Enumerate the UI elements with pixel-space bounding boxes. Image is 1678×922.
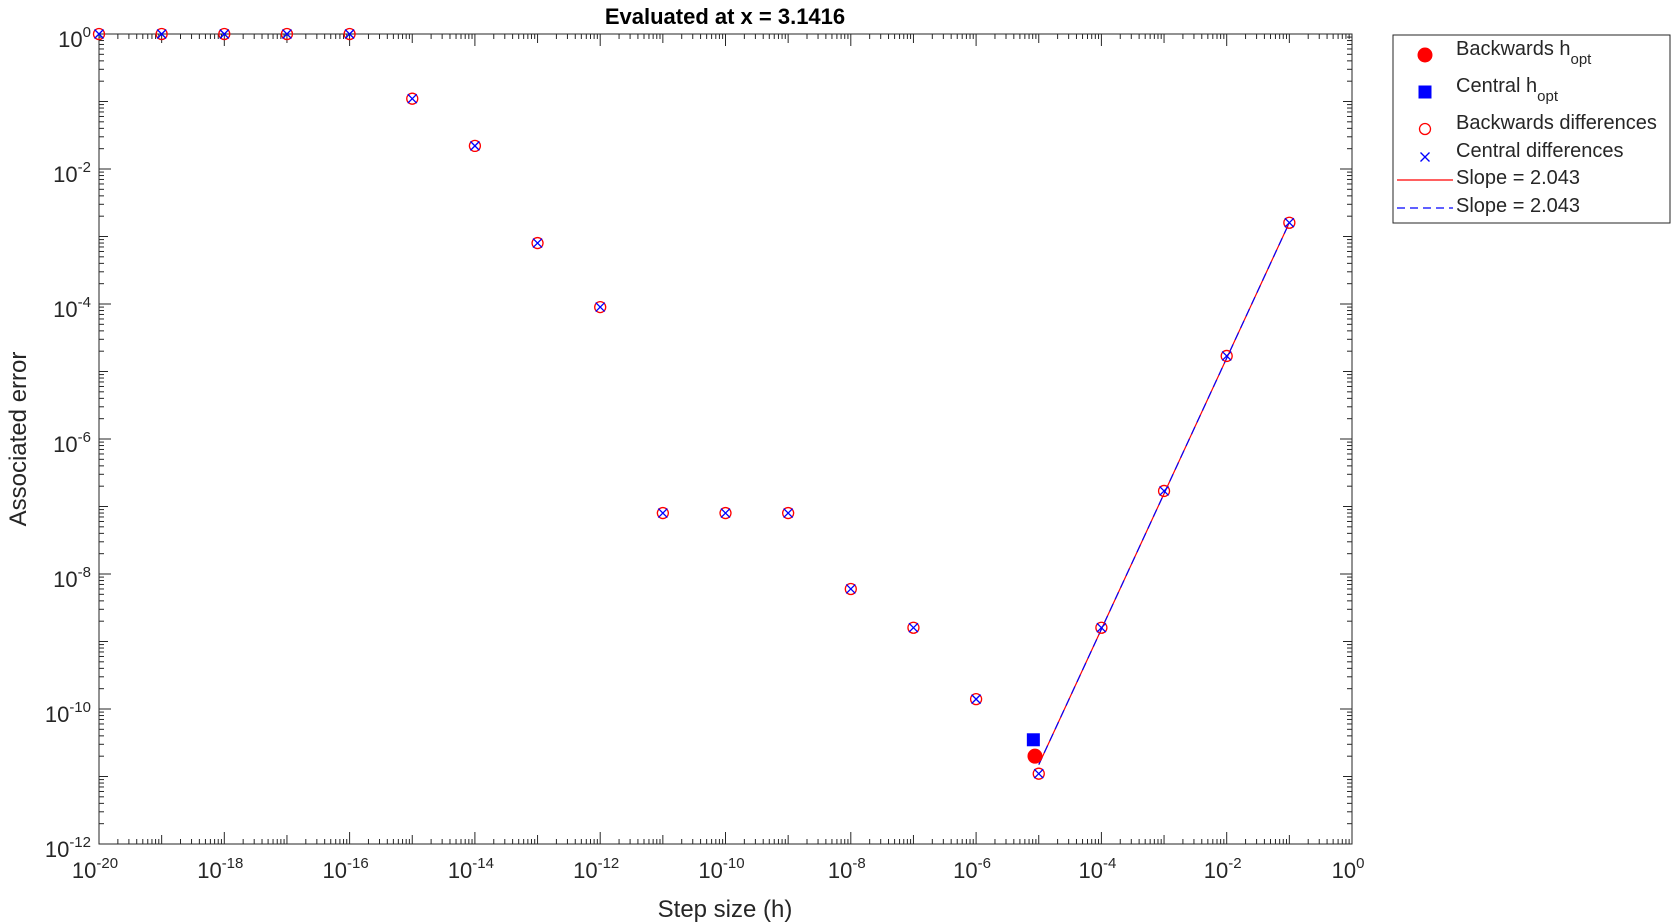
legend-entry: Backwards differences xyxy=(1418,112,1657,136)
legend-entry: Central differences xyxy=(1420,140,1624,162)
y-tick-label: 10-2 xyxy=(53,159,91,187)
series-3-point xyxy=(1033,768,1044,779)
x-tick-labels: 10-20 10-18 10-16 10-14 10-12 10-10 10-8 10-6 10… xyxy=(72,855,1365,883)
data-markers xyxy=(92,27,1296,780)
series-2-point xyxy=(280,27,294,41)
series-3-point xyxy=(156,29,167,39)
series-2-point xyxy=(656,506,669,520)
series-3-point xyxy=(657,508,668,519)
series-2-point xyxy=(594,300,607,314)
series-3-point xyxy=(845,584,856,594)
series-2-point xyxy=(218,27,231,41)
series-3-point xyxy=(94,29,104,39)
major-ticks xyxy=(98,33,1353,845)
series-2-point xyxy=(531,236,544,250)
series-2-point xyxy=(782,506,795,520)
x-tick-label: 10-2 xyxy=(1204,855,1242,883)
series-2-point xyxy=(1283,216,1296,229)
series-2-point xyxy=(343,27,356,41)
legend-label: Slope = 2.043 xyxy=(1456,195,1580,217)
series-3-point xyxy=(595,302,606,313)
series-2-point xyxy=(844,582,857,596)
series-2-point xyxy=(92,27,106,41)
series-2-point xyxy=(907,621,920,634)
x-tick-label: 10-10 xyxy=(698,855,744,883)
series-0-point xyxy=(1027,748,1043,764)
series-3-point xyxy=(1221,350,1232,361)
x-axis-label: Step size (h) xyxy=(658,896,793,922)
series-3-point xyxy=(908,622,919,633)
fit-lines xyxy=(1038,222,1290,765)
x-tick-label: 10-16 xyxy=(323,855,369,883)
series-2-point xyxy=(719,506,732,520)
series-3-point xyxy=(1159,485,1170,496)
chart-title: Evaluated at x = 3.1416 xyxy=(605,4,845,29)
legend-entry: Slope = 2.043 xyxy=(1397,167,1580,189)
x-tick-label: 10-4 xyxy=(1078,855,1116,883)
x-tick-label: 10-6 xyxy=(953,855,991,883)
series-1-point xyxy=(1026,733,1040,747)
series-5-line xyxy=(1038,222,1290,765)
legend-label: Backwards differences xyxy=(1456,112,1657,134)
y-tick-label: 10-4 xyxy=(53,294,91,322)
series-3-point xyxy=(971,694,982,705)
series-3-point xyxy=(1096,622,1107,633)
series-3-point xyxy=(219,29,230,39)
x-tick-label: 10-20 xyxy=(72,855,118,883)
y-tick-label: 10-8 xyxy=(53,564,91,592)
series-3-point xyxy=(720,508,731,519)
plot-area xyxy=(98,33,1353,845)
series-2-point xyxy=(155,27,168,41)
x-tick-label: 10-12 xyxy=(573,855,619,883)
x-tick-label: 10-8 xyxy=(828,855,866,883)
x-tick-label: 10-18 xyxy=(197,855,243,883)
y-tick-label: 10-6 xyxy=(53,429,91,457)
series-2-point xyxy=(1220,349,1233,363)
series-3-point xyxy=(1284,217,1295,228)
series-3-point xyxy=(407,93,418,104)
legend-marker-swatch xyxy=(1420,152,1430,162)
x-tick-label: 100 xyxy=(1332,855,1365,883)
series-2-point xyxy=(969,692,983,706)
y-axis-label: Associated error xyxy=(5,352,32,527)
series-2-point xyxy=(1095,621,1108,634)
series-3-point xyxy=(469,140,480,151)
legend-box xyxy=(1392,34,1671,224)
series-3-point xyxy=(344,29,355,39)
series-3-point xyxy=(783,508,794,519)
legend-marker-swatch xyxy=(1417,47,1433,63)
y-tick-label: 100 xyxy=(58,24,91,52)
series-2-point xyxy=(406,92,419,105)
legend-marker-swatch xyxy=(1418,85,1432,99)
minor-ticks xyxy=(99,34,1352,844)
series-2-point xyxy=(1157,484,1171,498)
legend-entry: Slope = 2.043 xyxy=(1397,195,1580,217)
legend-marker-swatch xyxy=(1418,122,1432,136)
legend-label: Central differences xyxy=(1456,140,1624,162)
series-3-point xyxy=(281,29,292,39)
series-3-point xyxy=(532,238,543,249)
legend-label: Slope = 2.043 xyxy=(1456,167,1580,189)
x-tick-label: 10-14 xyxy=(448,855,494,883)
series-2-point xyxy=(1032,767,1045,780)
y-tick-label: 10-10 xyxy=(45,699,91,727)
series-2-point xyxy=(468,139,482,153)
